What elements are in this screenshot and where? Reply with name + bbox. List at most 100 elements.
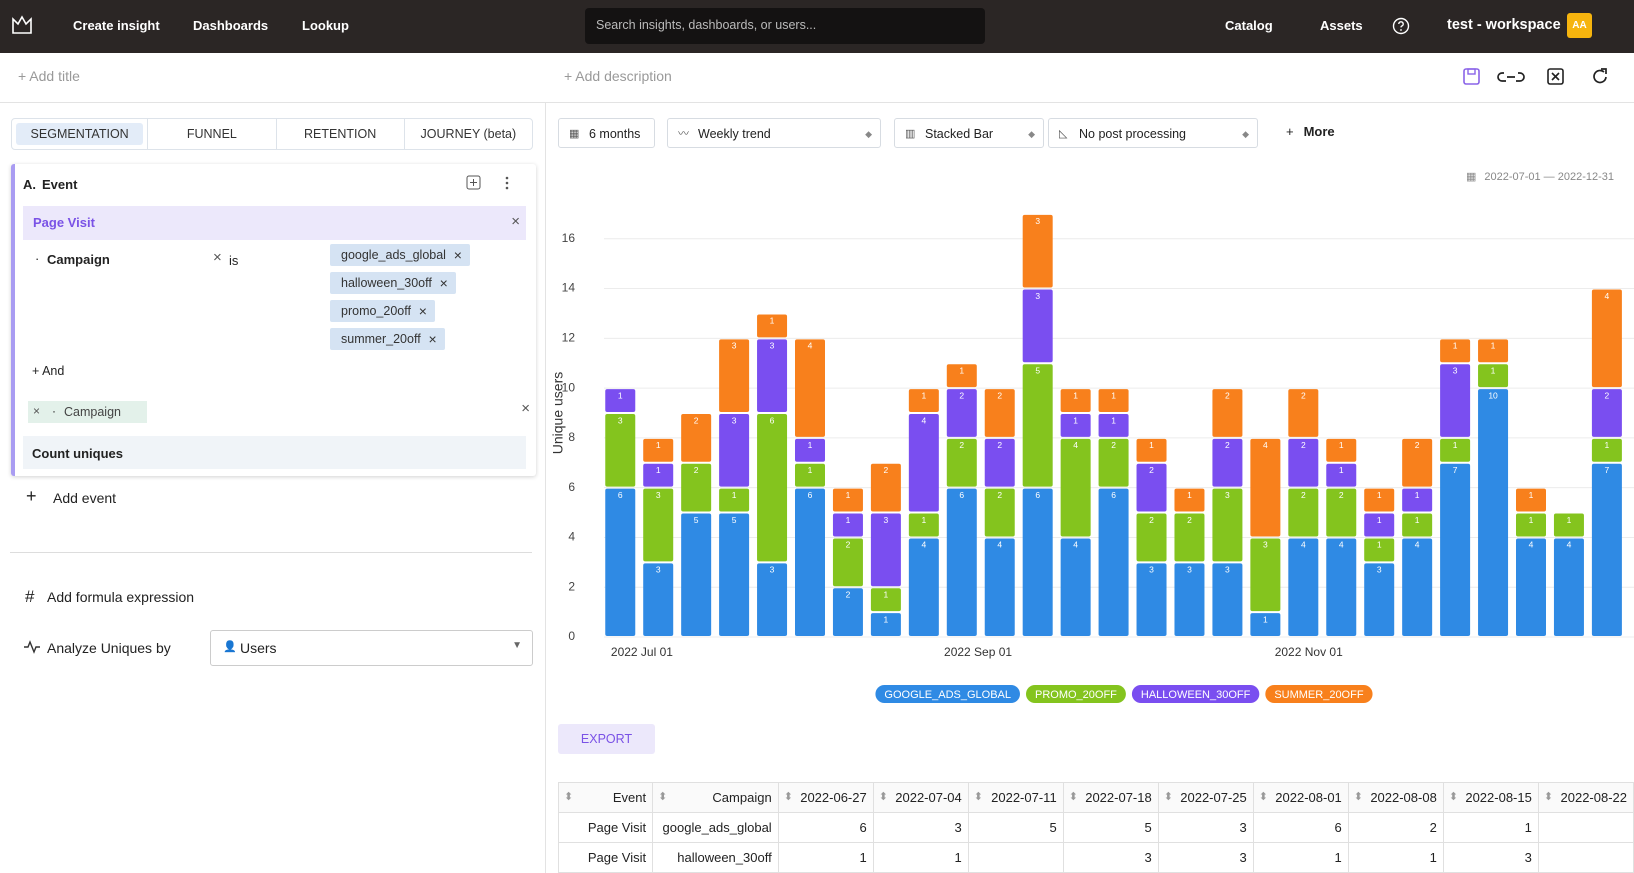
tab[interactable]: FUNNEL xyxy=(147,119,275,149)
bar-label: 3 xyxy=(770,565,775,575)
bullet: · xyxy=(35,251,39,266)
legend-item[interactable]: halloween_30off xyxy=(1132,685,1259,703)
more-button[interactable]: +More xyxy=(1286,124,1335,139)
bar-segment xyxy=(1402,538,1432,636)
trend-select[interactable]: 〰Weekly trend◆ xyxy=(667,118,881,148)
nav-link[interactable]: Create insight xyxy=(73,18,160,33)
value-cell: 3 xyxy=(1158,813,1253,843)
bar-label: 2 xyxy=(1111,440,1116,450)
filter-chip[interactable]: summer_20off xyxy=(330,328,445,350)
pulse-icon xyxy=(23,639,41,655)
header-actions[interactable] xyxy=(1460,64,1620,90)
logo[interactable] xyxy=(10,13,34,37)
value-cell: 1 xyxy=(1443,813,1538,843)
bar-label: 2 xyxy=(1225,390,1230,400)
nav-link[interactable]: Assets xyxy=(1320,18,1363,33)
value-cell: 1 xyxy=(1253,843,1348,873)
bar-label: 2 xyxy=(959,390,964,400)
bar-segment xyxy=(1288,538,1318,636)
analyze-select[interactable]: 👤 Users ▼ xyxy=(210,630,533,666)
filter-property[interactable]: Campaign xyxy=(47,252,110,267)
filter-chip[interactable]: promo_20off xyxy=(330,300,435,322)
table-row: Page Visitgoogle_ads_global63553621 xyxy=(559,813,1634,843)
card-actions[interactable] xyxy=(465,173,530,193)
event-cell: Page Visit xyxy=(559,813,653,843)
bar-label: 6 xyxy=(770,415,775,425)
bar-segment xyxy=(1592,464,1622,636)
add-title[interactable]: + Add title xyxy=(18,68,80,84)
query-panel: SEGMENTATION FUNNEL RETENTION JOURNEY (b… xyxy=(0,102,546,873)
column-header[interactable]: 2022-08-22 xyxy=(1538,783,1633,813)
column-header[interactable]: 2022-08-15 xyxy=(1443,783,1538,813)
legend-item[interactable]: promo_20off xyxy=(1026,685,1126,703)
tab[interactable]: SEGMENTATION xyxy=(16,123,143,145)
tab[interactable]: JOURNEY (beta) xyxy=(404,119,532,149)
nav-link[interactable]: Dashboards xyxy=(193,18,268,33)
measure-row[interactable]: Count uniques xyxy=(23,436,526,469)
filter-chip[interactable]: halloween_30off xyxy=(330,272,456,294)
avatar[interactable]: AA xyxy=(1567,13,1592,38)
bar-segment xyxy=(985,538,1015,636)
bar-label: 1 xyxy=(1073,390,1078,400)
legend-label: halloween_30off xyxy=(1141,689,1251,701)
column-header[interactable]: 2022-07-04 xyxy=(873,783,968,813)
legend-label: promo_20off xyxy=(1035,689,1117,701)
filter-chip[interactable]: google_ads_global xyxy=(330,244,470,266)
search-box[interactable]: Search insights, dashboards, or users... xyxy=(585,8,985,44)
chart-kind-select[interactable]: ▥Stacked Bar◆ xyxy=(894,118,1044,148)
column-header[interactable]: 2022-08-08 xyxy=(1348,783,1443,813)
legend-item[interactable]: summer_20off xyxy=(1265,685,1372,703)
column-header[interactable]: 2022-07-18 xyxy=(1063,783,1158,813)
add-event[interactable]: Add event xyxy=(53,490,116,506)
bar-label: 4 xyxy=(1073,540,1078,550)
legend-item[interactable]: google_ads_global xyxy=(875,685,1020,703)
campaign-cell: google_ads_global xyxy=(653,813,779,843)
bar-label: 4 xyxy=(1339,540,1344,550)
add-and[interactable]: + And xyxy=(32,364,64,378)
bar-label: 7 xyxy=(1605,465,1610,475)
add-description[interactable]: + Add description xyxy=(564,68,672,84)
workspace-name[interactable]: test - workspace xyxy=(1447,17,1561,33)
remove-icon[interactable]: × xyxy=(213,249,222,266)
bar-label: 1 xyxy=(1377,540,1382,550)
bar-label: 1 xyxy=(1415,515,1420,525)
column-header[interactable]: 2022-07-11 xyxy=(968,783,1063,813)
tab[interactable]: RETENTION xyxy=(276,119,404,149)
add-formula[interactable]: Add formula expression xyxy=(47,589,194,605)
bar-segment xyxy=(1440,464,1470,636)
bar-label: 3 xyxy=(1149,565,1154,575)
remove-icon[interactable]: × xyxy=(511,213,520,230)
campaign-cell: halloween_30off xyxy=(653,843,779,873)
top-nav: Create insight Dashboards Lookup Search … xyxy=(0,0,1634,53)
bar-label: 4 xyxy=(1263,440,1268,450)
value-cell: 3 xyxy=(1443,843,1538,873)
help-icon[interactable] xyxy=(1392,17,1410,35)
bar-segment xyxy=(681,514,711,636)
column-header[interactable]: Event xyxy=(559,783,653,813)
bar-label: 3 xyxy=(1225,490,1230,500)
bar-label: 1 xyxy=(921,515,926,525)
nav-link[interactable]: Lookup xyxy=(302,18,349,33)
bar-segment xyxy=(1516,538,1546,636)
nav-link[interactable]: Catalog xyxy=(1225,18,1273,33)
post-select[interactable]: ◺No post processing◆ xyxy=(1048,118,1258,148)
bar-label: 1 xyxy=(1187,490,1192,500)
bar-label: 1 xyxy=(1339,440,1344,450)
y-tick-label: 0 xyxy=(568,629,575,643)
breakdown-chip[interactable]: ×· Campaign xyxy=(28,401,147,423)
export-button[interactable]: EXPORT xyxy=(558,724,655,754)
column-header[interactable]: 2022-06-27 xyxy=(778,783,873,813)
filter-operator[interactable]: is xyxy=(229,253,238,268)
remove-icon[interactable]: × xyxy=(521,400,530,417)
value-cell xyxy=(968,843,1063,873)
analyze-value: Users xyxy=(240,640,277,656)
chart: 0246810121416Unique users2022 Jul 012022… xyxy=(545,150,1634,720)
bar-label: 4 xyxy=(808,341,813,351)
column-header[interactable]: 2022-08-01 xyxy=(1253,783,1348,813)
range-select[interactable]: ▦6 months xyxy=(558,118,655,148)
column-header[interactable]: Campaign xyxy=(653,783,779,813)
value-cell: 3 xyxy=(873,813,968,843)
value-cell: 1 xyxy=(873,843,968,873)
column-header[interactable]: 2022-07-25 xyxy=(1158,783,1253,813)
event-row[interactable]: Page Visit × xyxy=(23,206,526,240)
